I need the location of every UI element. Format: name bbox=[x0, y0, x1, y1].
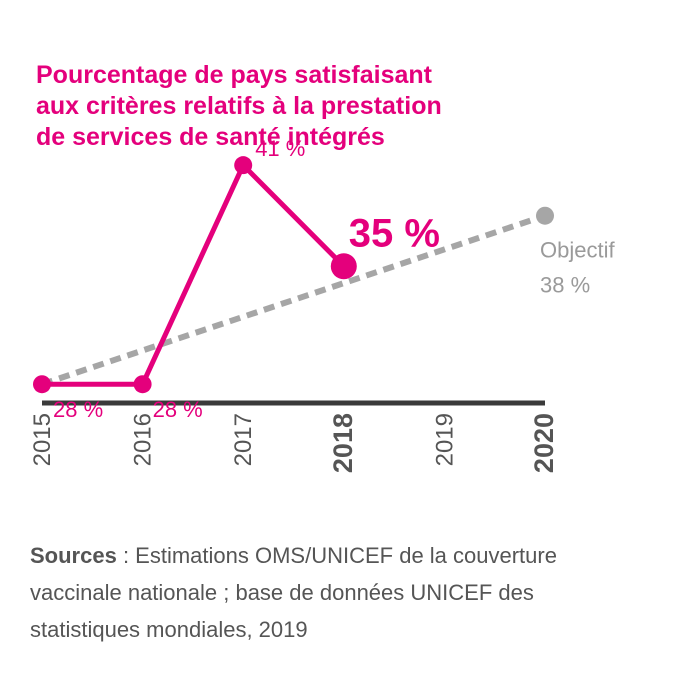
data-label-2017: 41 % bbox=[255, 136, 305, 161]
x-tick-2019: 2019 bbox=[431, 413, 458, 466]
data-label-2016: 28 % bbox=[153, 397, 203, 422]
x-tick-2018: 2018 bbox=[328, 413, 358, 473]
data-point-2016 bbox=[133, 375, 152, 394]
x-tick-2020: 2020 bbox=[529, 413, 559, 473]
data-label-2018: 35 % bbox=[349, 211, 440, 255]
data-point-2015 bbox=[33, 375, 51, 394]
x-tick-2017: 2017 bbox=[230, 413, 257, 466]
source-line-3: statistiques mondiales, 2019 bbox=[30, 617, 308, 642]
plot-area: 28 % 28 % 41 % 35 % Objectif 38 % 2015 2016 2017… bbox=[29, 136, 615, 473]
source-line-2: vaccinale nationale ; base de données UN… bbox=[30, 580, 534, 605]
source-note: Sources : Estimations OMS/UNICEF de la c… bbox=[30, 543, 557, 642]
x-tick-2015: 2015 bbox=[29, 413, 56, 466]
target-line bbox=[41, 212, 546, 388]
target-label: Objectif bbox=[540, 238, 615, 263]
chart-title: Pourcentage de pays satisfaisant aux cri… bbox=[36, 61, 442, 151]
data-point-2018 bbox=[330, 253, 357, 280]
data-point-2017 bbox=[234, 156, 253, 175]
title-line-3: de services de santé intégrés bbox=[36, 123, 385, 151]
target-value-label: 38 % bbox=[540, 273, 590, 298]
title-line-1: Pourcentage de pays satisfaisant bbox=[36, 61, 433, 89]
data-label-2015: 28 % bbox=[53, 397, 103, 422]
target-point bbox=[536, 206, 554, 225]
title-line-2: aux critères relatifs à la prestation bbox=[36, 92, 442, 120]
source-bold: Sources bbox=[30, 543, 117, 568]
source-text-1: : Estimations OMS/UNICEF de la couvertur… bbox=[117, 543, 557, 568]
x-tick-2016: 2016 bbox=[130, 413, 157, 466]
source-line-1: Sources : Estimations OMS/UNICEF de la c… bbox=[30, 543, 557, 568]
series-line-actual bbox=[42, 162, 346, 387]
